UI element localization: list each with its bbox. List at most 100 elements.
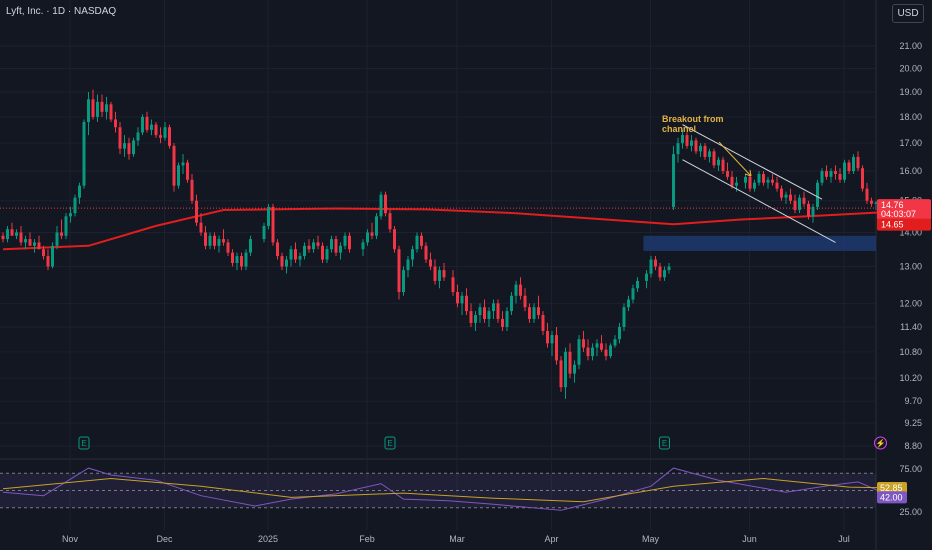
candle-body — [442, 270, 446, 278]
candle-body — [393, 229, 396, 250]
candle — [694, 137, 698, 155]
candle-body — [717, 159, 720, 166]
candle-body — [843, 162, 846, 180]
candle-body — [609, 345, 612, 357]
candle-body — [420, 235, 423, 246]
candle-body — [550, 335, 554, 344]
candle-body — [51, 245, 54, 267]
candle — [555, 326, 558, 365]
candle — [690, 135, 693, 152]
candle — [802, 191, 806, 207]
candle — [496, 299, 500, 323]
candle-body — [141, 116, 144, 133]
candle — [708, 148, 711, 163]
candle-body — [204, 232, 207, 246]
candle — [865, 182, 869, 204]
candle-body — [645, 273, 648, 281]
candle — [267, 203, 270, 230]
candle — [339, 242, 342, 260]
candle-body — [28, 239, 32, 246]
candle-body — [339, 245, 342, 253]
candle-body — [730, 176, 734, 186]
candle-body — [492, 303, 495, 312]
price-axis-tick: 11.40 — [900, 322, 922, 332]
event-marker-label: ⚡ — [876, 438, 886, 448]
candle-body — [721, 159, 725, 172]
candle-body — [298, 256, 302, 260]
candle-body — [595, 343, 599, 348]
candle — [559, 356, 563, 392]
candle — [231, 249, 234, 267]
candle-body — [307, 245, 311, 250]
candle — [366, 229, 369, 246]
candle-body — [433, 266, 437, 281]
candle-body — [159, 135, 162, 138]
candle — [618, 322, 621, 344]
candle-body — [96, 101, 99, 117]
candle — [15, 229, 18, 240]
annotation-line-1: Breakout from — [662, 114, 724, 124]
candle — [532, 303, 536, 323]
candle — [465, 288, 468, 316]
candle-body — [852, 156, 855, 172]
candle — [649, 256, 653, 278]
candle — [307, 239, 311, 253]
candle — [573, 360, 576, 383]
moving-average-tag-value: 14.65 — [881, 220, 904, 230]
candle-body — [631, 288, 635, 300]
candle — [762, 171, 765, 186]
candle-body — [798, 197, 801, 211]
time-axis-tick: Jun — [742, 534, 757, 544]
candle-body — [573, 364, 576, 374]
candle-body — [703, 145, 707, 157]
candle-body — [649, 259, 653, 274]
rsi-signal-tag — [877, 482, 907, 495]
candle — [505, 307, 509, 332]
candle-body — [370, 232, 374, 236]
candle — [726, 162, 729, 180]
candle — [105, 96, 108, 120]
candle-body — [15, 232, 18, 236]
candle-body — [496, 303, 500, 319]
candle-body — [483, 307, 486, 319]
candle-body — [361, 242, 365, 250]
candle — [609, 343, 612, 359]
candle-body — [154, 124, 158, 136]
candle-body — [348, 235, 351, 250]
candle-body — [69, 213, 72, 217]
candle-body — [591, 347, 594, 357]
candle — [780, 185, 783, 201]
time-axis-tick: Nov — [62, 534, 79, 544]
candle-body — [676, 143, 680, 155]
candle-body — [528, 307, 531, 319]
candle-body — [334, 239, 338, 253]
last-price-tag — [877, 199, 931, 221]
candle — [289, 245, 293, 267]
candle — [748, 173, 752, 192]
price-axis-tick: 21.00 — [899, 41, 922, 51]
candle — [541, 311, 545, 336]
currency-button[interactable]: USD — [892, 4, 924, 23]
candle — [6, 225, 9, 243]
candle — [82, 119, 86, 189]
candle — [771, 173, 774, 186]
candle — [195, 194, 198, 226]
candle — [388, 210, 392, 233]
candle-body — [294, 249, 297, 260]
candle-body — [816, 182, 819, 207]
candle — [681, 129, 684, 149]
candle-body — [87, 99, 90, 123]
candle — [294, 242, 297, 264]
candle — [51, 242, 54, 269]
candle — [190, 173, 194, 204]
candle — [204, 225, 207, 250]
candle-body — [213, 235, 216, 246]
candle-body — [564, 351, 567, 388]
candle — [829, 168, 833, 183]
candle — [60, 219, 63, 240]
candle-body — [55, 232, 59, 246]
candle — [852, 154, 855, 174]
candle — [384, 191, 387, 217]
candle — [361, 239, 365, 257]
